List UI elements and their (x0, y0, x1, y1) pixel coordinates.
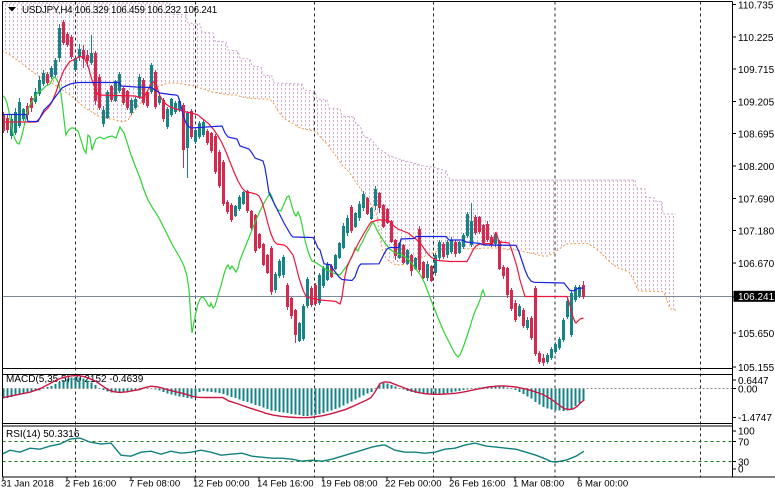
svg-text:6 Mar 00:00: 6 Mar 00:00 (577, 479, 628, 490)
svg-text:31 Jan 2018: 31 Jan 2018 (1, 479, 54, 490)
svg-text:22 Feb 00:00: 22 Feb 00:00 (385, 479, 442, 490)
svg-text:7 Feb 08:00: 7 Feb 08:00 (129, 479, 180, 490)
svg-text:USDJPY,H4 106.329 106.459 106.: USDJPY,H4 106.329 106.459 106.232 106.24… (22, 5, 217, 16)
svg-text:70: 70 (738, 437, 750, 448)
svg-text:19 Feb 08:00: 19 Feb 08:00 (321, 479, 378, 490)
svg-text:108.695: 108.695 (738, 130, 775, 141)
svg-text:26 Feb 16:00: 26 Feb 16:00 (449, 479, 506, 490)
svg-text:106.241: 106.241 (738, 292, 775, 303)
svg-text:106.670: 106.670 (738, 259, 775, 270)
svg-text:110.225: 110.225 (738, 33, 774, 44)
svg-text:109.715: 109.715 (738, 65, 775, 76)
svg-text:105.650: 105.650 (738, 329, 775, 340)
svg-text:0: 0 (738, 465, 744, 476)
svg-text:100: 100 (738, 427, 755, 438)
svg-text:RSI(14) 50.3316: RSI(14) 50.3316 (6, 429, 80, 440)
svg-text:1 Mar 08:00: 1 Mar 08:00 (513, 479, 564, 490)
svg-text:12 Feb 00:00: 12 Feb 00:00 (193, 479, 250, 490)
svg-text:-1.4747: -1.4747 (738, 413, 772, 424)
svg-text:109.205: 109.205 (738, 97, 775, 108)
svg-text:105.155: 105.155 (738, 363, 775, 374)
svg-text:107.180: 107.180 (738, 227, 775, 238)
svg-text:110.735: 110.735 (738, 1, 774, 12)
svg-text:14 Feb 16:00: 14 Feb 16:00 (257, 479, 314, 490)
svg-text:0.00: 0.00 (738, 385, 758, 396)
svg-text:108.200: 108.200 (738, 162, 775, 173)
svg-text:2 Feb 16:00: 2 Feb 16:00 (65, 479, 116, 490)
svg-text:107.690: 107.690 (738, 194, 775, 205)
